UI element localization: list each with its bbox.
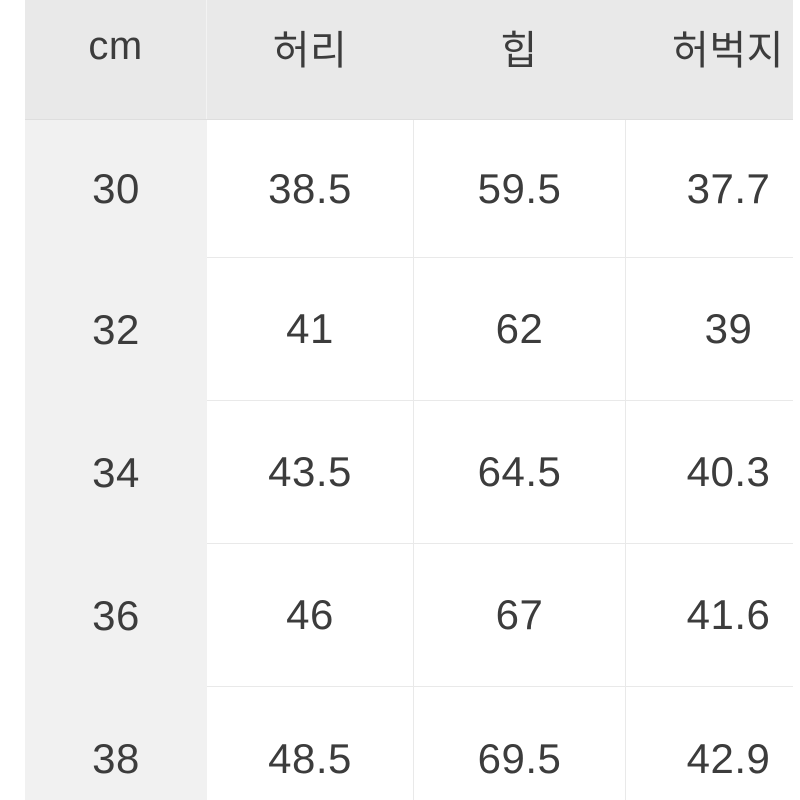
thigh-value: 40.3	[625, 401, 793, 544]
waist-value: 46	[207, 544, 413, 687]
thigh-value: 41.6	[625, 544, 793, 687]
hip-value: 59.5	[413, 120, 625, 258]
header-waist: 허리	[272, 28, 348, 73]
thigh-value: 39	[625, 258, 793, 401]
header-hip: 힙	[500, 28, 538, 73]
header-thigh: 허벅지	[672, 28, 784, 73]
table-row-size-34: 34 43.5 64.5 40.3	[25, 401, 793, 544]
table-row-size-30: 30 38.5 59.5 37.7	[25, 120, 793, 258]
table-row-size-38: 38 48.5 69.5 42.9	[25, 687, 793, 800]
size-label: 30	[25, 120, 207, 258]
size-label: 32	[25, 258, 207, 401]
waist-value: 48.5	[207, 687, 413, 800]
size-chart-table: cm 허리 힙 허벅지 30 38.5 59.5 37.7 32 41 62 3…	[25, 0, 793, 800]
hip-value: 62	[413, 258, 625, 401]
waist-value: 38.5	[207, 120, 413, 258]
waist-value: 43.5	[207, 401, 413, 544]
size-label: 38	[25, 687, 207, 800]
header-unit-cm: cm	[25, 0, 207, 119]
hip-value: 64.5	[413, 401, 625, 544]
table-row-size-36: 36 46 67 41.6	[25, 544, 793, 687]
table-row-size-32: 32 41 62 39	[25, 258, 793, 401]
size-label: 36	[25, 544, 207, 687]
hip-value: 67	[413, 544, 625, 687]
thigh-value: 42.9	[625, 687, 793, 800]
thigh-value: 37.7	[625, 120, 793, 258]
size-label: 34	[25, 401, 207, 544]
size-chart-header-row: cm 허리 힙 허벅지	[25, 0, 793, 120]
waist-value: 41	[207, 258, 413, 401]
size-chart-scroll-area[interactable]: cm 허리 힙 허벅지 30 38.5 59.5 37.7 32 41 62 3…	[25, 0, 793, 800]
hip-value: 69.5	[413, 687, 625, 800]
